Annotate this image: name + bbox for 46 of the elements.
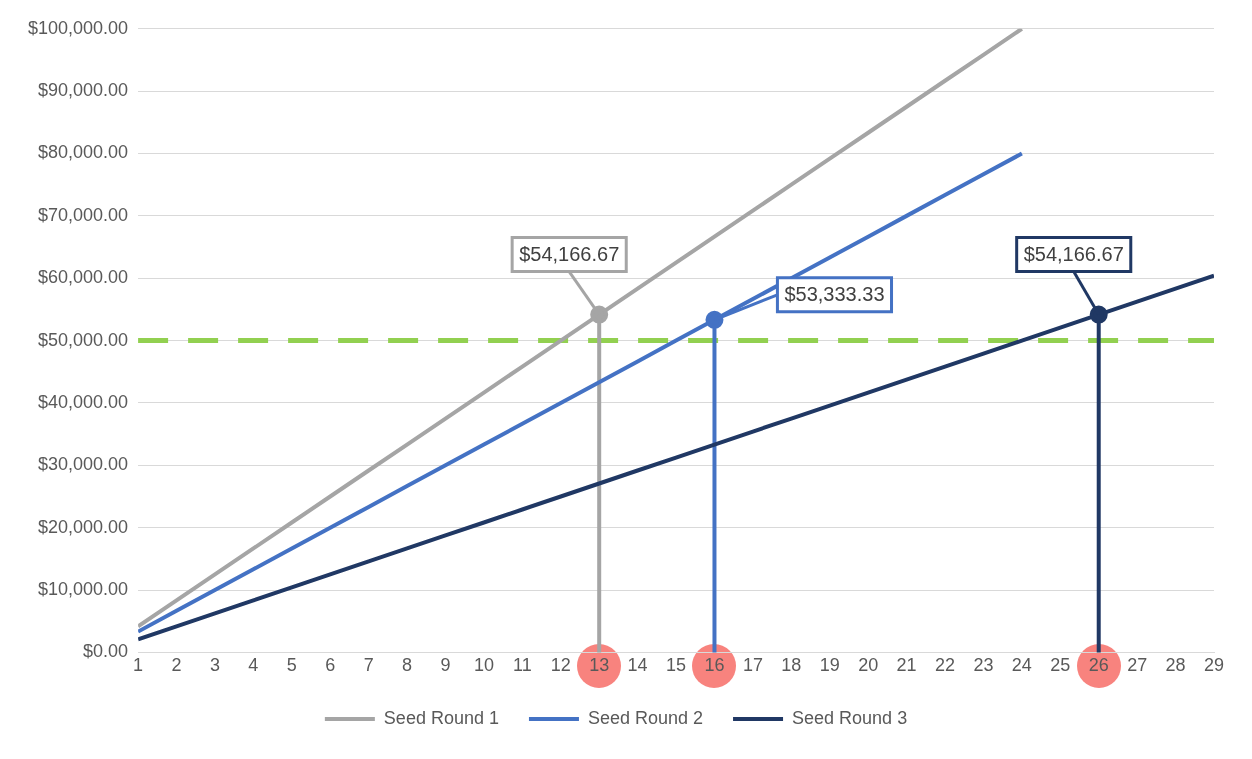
x-tick-label: 22 xyxy=(935,655,956,676)
x-tick-label: 3 xyxy=(209,655,220,676)
y-tick-label: $90,000.00 xyxy=(38,80,129,101)
x-tick-label: 6 xyxy=(325,655,336,676)
y-tick-label: $50,000.00 xyxy=(38,329,129,350)
x-tick-label: 15 xyxy=(666,655,687,676)
x-tick-label: 24 xyxy=(1011,655,1032,676)
data-label: $53,333.33 xyxy=(784,283,885,306)
x-tick-label: 26 xyxy=(1088,655,1109,676)
x-tick-label: 25 xyxy=(1050,655,1071,676)
x-tick-label: 5 xyxy=(286,655,297,676)
x-tick-label: 29 xyxy=(1203,655,1225,676)
x-tick-label: 18 xyxy=(781,655,802,676)
x-tick-label: 21 xyxy=(896,655,917,676)
y-tick-label: $20,000.00 xyxy=(38,516,129,537)
x-tick-label: 7 xyxy=(363,655,374,676)
y-tick-label: $10,000.00 xyxy=(38,579,129,600)
x-tick-label: 1 xyxy=(133,655,144,676)
x-tick-label: 9 xyxy=(440,655,451,676)
y-tick-label: $70,000.00 xyxy=(38,204,129,225)
y-tick-label: $100,000.00 xyxy=(27,17,129,38)
x-tick-label: 27 xyxy=(1127,655,1148,676)
x-tick-label: 13 xyxy=(589,655,610,676)
y-tick-label: $60,000.00 xyxy=(38,267,129,288)
data-label: $54,166.67 xyxy=(519,243,620,266)
legend-label: Seed Round 2 xyxy=(587,707,704,728)
x-tick-label: 16 xyxy=(704,655,725,676)
y-tick-label: $0.00 xyxy=(83,641,129,662)
y-tick-label: $80,000.00 xyxy=(38,142,129,163)
x-tick-label: 2 xyxy=(171,655,182,676)
x-tick-label: 8 xyxy=(402,655,413,676)
x-tick-label: 19 xyxy=(819,655,840,676)
x-tick-label: 12 xyxy=(550,655,571,676)
x-tick-label: 10 xyxy=(473,655,494,676)
x-tick-label: 17 xyxy=(742,655,763,676)
legend-label: Seed Round 1 xyxy=(383,707,499,728)
y-tick-label: $30,000.00 xyxy=(38,454,129,475)
x-tick-label: 23 xyxy=(973,655,994,676)
x-tick-label: 20 xyxy=(858,655,879,676)
y-tick-label: $40,000.00 xyxy=(38,391,129,412)
x-tick-label: 11 xyxy=(513,655,532,676)
legend-label: Seed Round 3 xyxy=(792,707,908,728)
x-tick-label: 28 xyxy=(1165,655,1186,676)
x-tick-label: 14 xyxy=(627,655,648,676)
x-tick-label: 4 xyxy=(248,655,259,676)
data-label: $54,166.67 xyxy=(1023,243,1124,266)
